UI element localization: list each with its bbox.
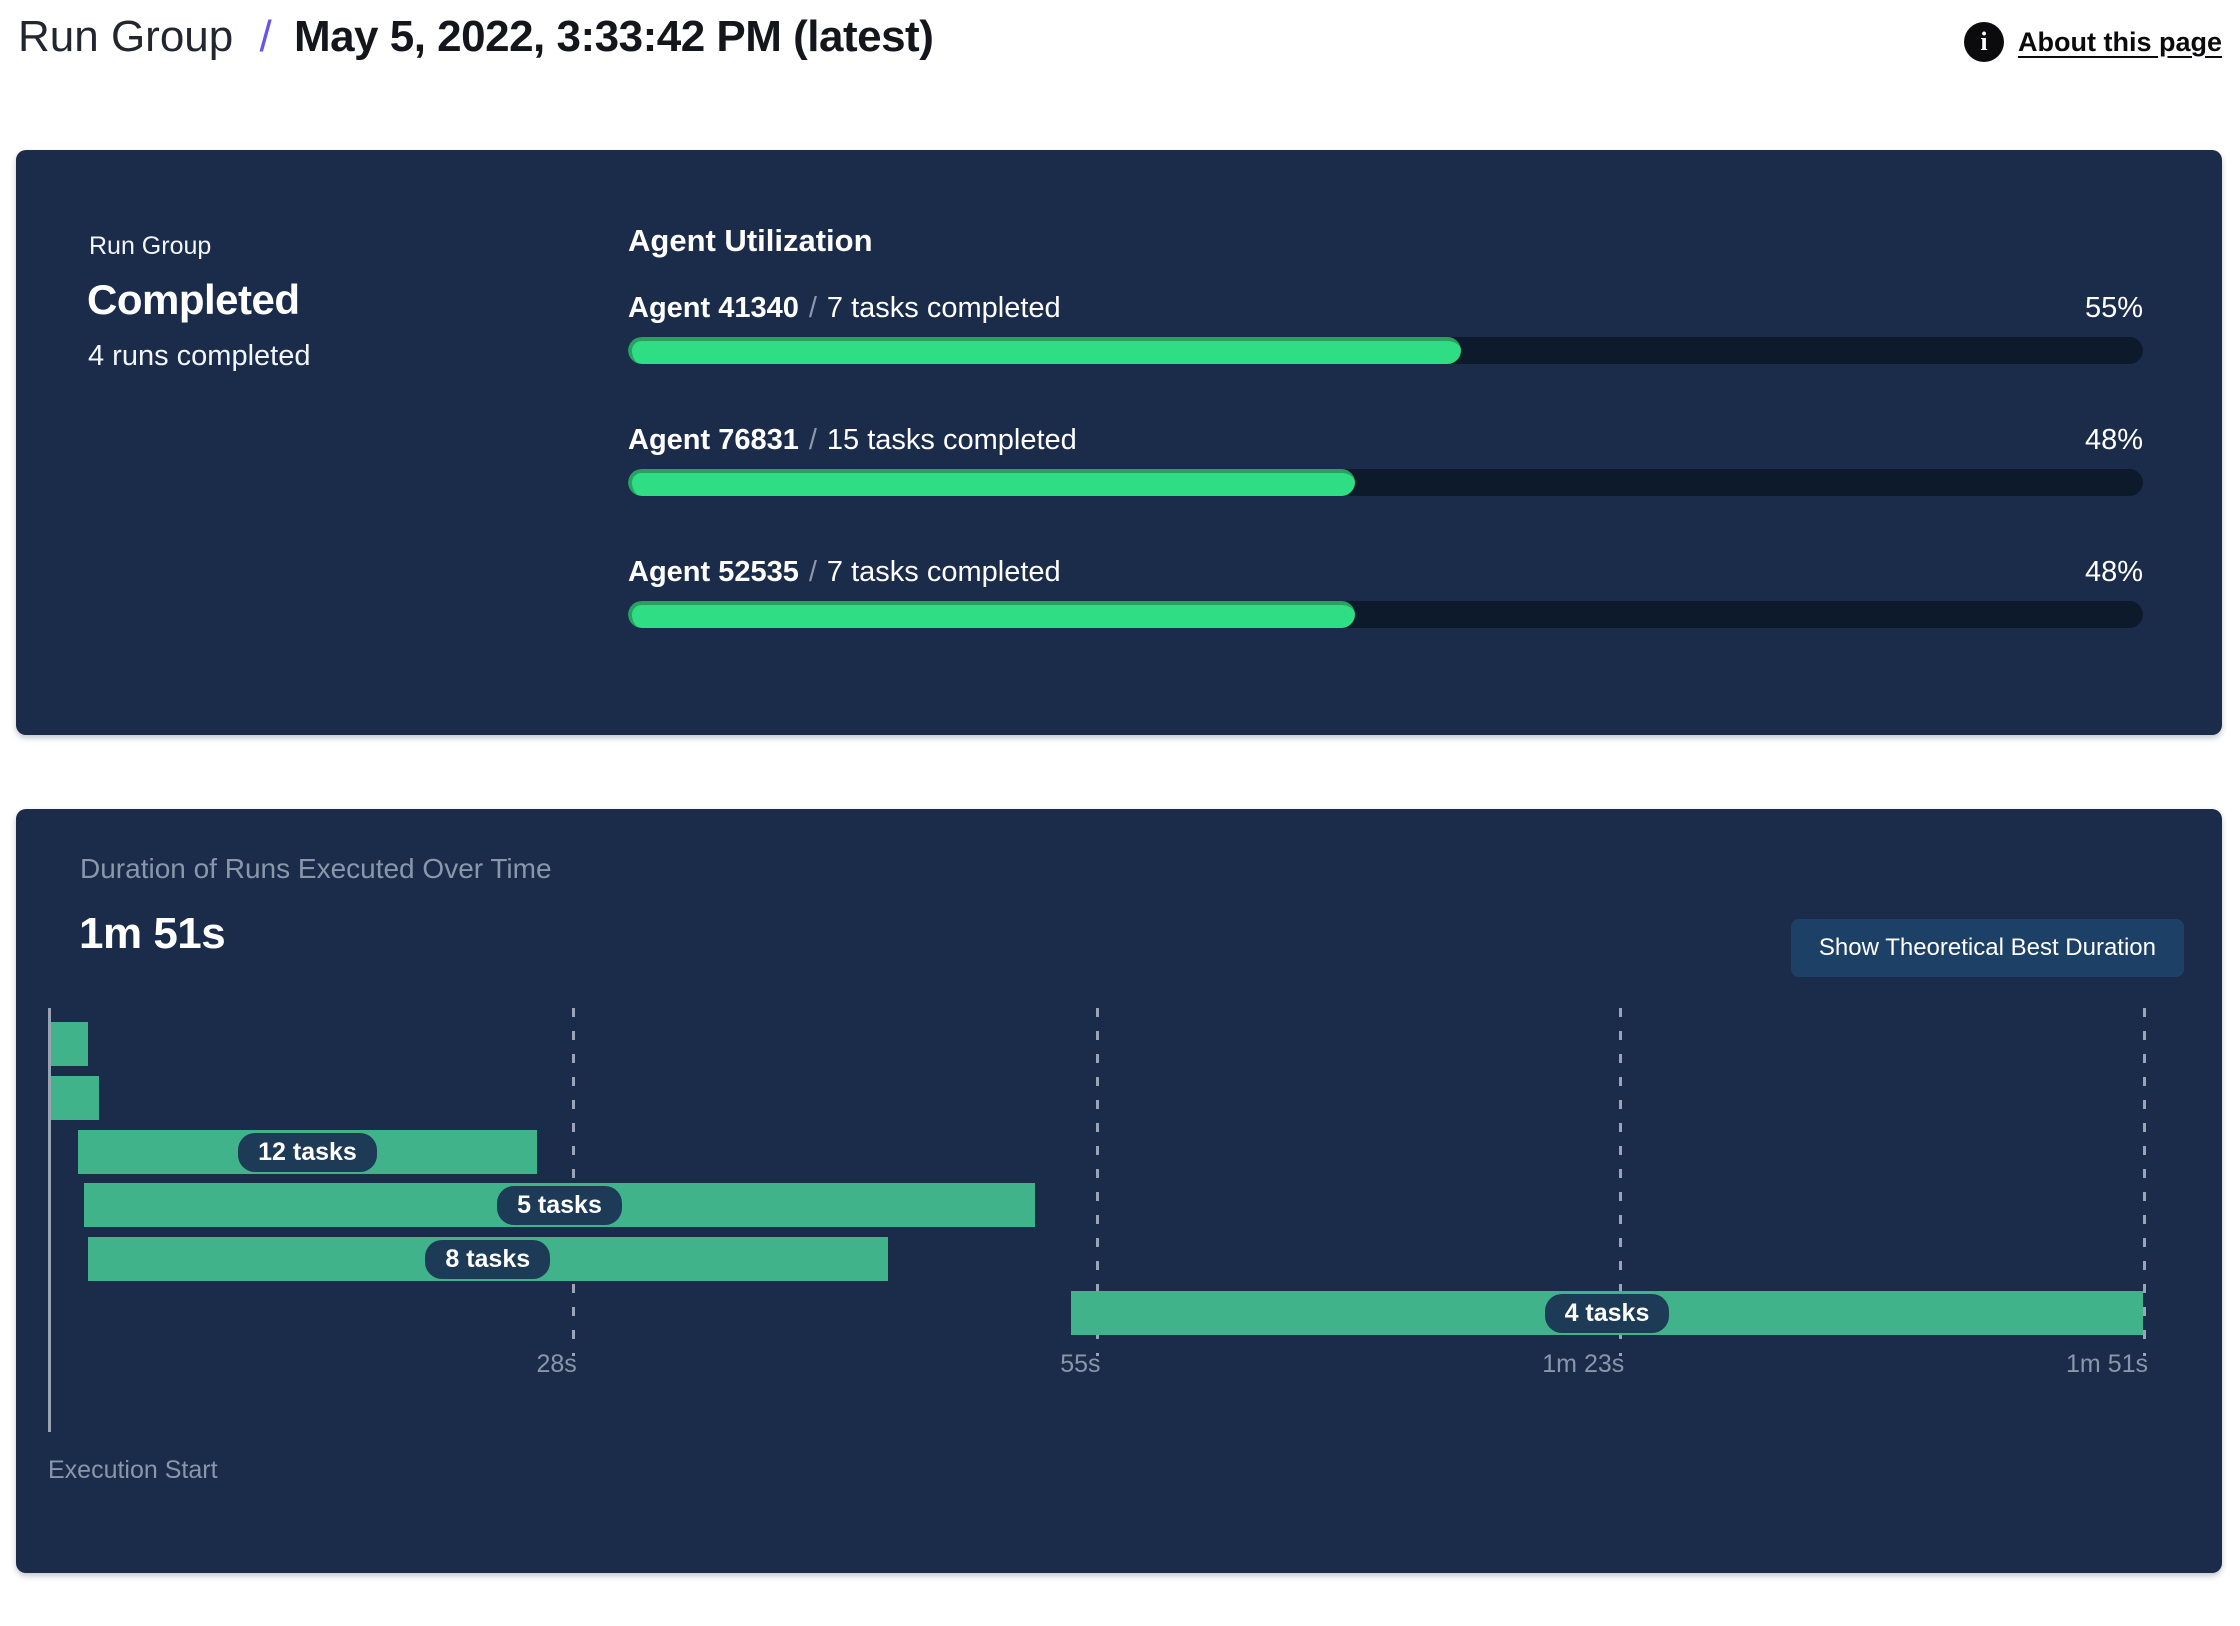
runs-completed-count: 4 runs completed: [88, 340, 311, 372]
agent-separator: /: [808, 556, 817, 588]
agent-utilization-fill: [628, 601, 1356, 628]
agent-utilization-percent: 55%: [2084, 292, 2143, 324]
agent-tasks-completed: 7 tasks completed: [826, 292, 1061, 324]
agent-row-text: Agent 52535 / 7 tasks completed 48%: [628, 556, 2143, 589]
run-duration-bar[interactable]: 4 tasks: [1070, 1291, 2143, 1335]
agent-name: Agent 52535: [628, 556, 799, 588]
page-header: Run Group / May 5, 2022, 3:33:42 PM (lat…: [18, 8, 2222, 78]
time-gridline: [571, 1008, 575, 1356]
agent-utilization-track: [628, 337, 2143, 364]
run-group-status: Completed: [87, 276, 300, 323]
agent-utilization-fill: [628, 469, 1356, 496]
agent-utilization-track: [628, 601, 2143, 628]
gantt-chart-area: Execution Start 28s 55s 1m 23s 1m 51s 12 tas…: [48, 1008, 2148, 1484]
execution-start-axis-line: [48, 1008, 51, 1432]
info-icon: i: [1964, 22, 2004, 62]
agent-utilization-row: Agent 52535 / 7 tasks completed 48%: [628, 556, 2143, 628]
run-duration-bar[interactable]: [48, 1022, 88, 1066]
agent-utilization-row: Agent 76831 / 15 tasks completed 48%: [628, 424, 2143, 496]
total-duration-value: 1m 51s: [79, 909, 226, 958]
run-task-count-pill: 12 tasks: [238, 1132, 377, 1172]
time-axis-label: 55s: [1060, 1350, 1101, 1378]
agent-tasks-completed: 15 tasks completed: [826, 424, 1077, 456]
breadcrumb-run-group[interactable]: Run Group: [18, 12, 234, 61]
duration-chart-title: Duration of Runs Executed Over Time: [80, 853, 552, 884]
agent-rows: Agent 41340 / 7 tasks completed 55% Agent 76…: [628, 292, 2143, 688]
agent-name: Agent 41340: [628, 292, 799, 324]
agent-utilization-row: Agent 41340 / 7 tasks completed 55%: [628, 292, 2143, 364]
run-duration-bar[interactable]: [48, 1076, 99, 1120]
run-duration-bar[interactable]: 8 tasks: [87, 1237, 888, 1281]
agent-tasks-completed: 7 tasks completed: [826, 556, 1061, 588]
breadcrumb-separator: /: [259, 12, 272, 61]
run-group-summary-panel: Run Group Completed 4 runs completed Age…: [16, 150, 2222, 735]
execution-start-label: Execution Start: [48, 1456, 218, 1484]
time-gridline: [2143, 1008, 2146, 1356]
agent-separator: /: [808, 292, 817, 324]
agent-row-text: Agent 41340 / 7 tasks completed 55%: [628, 292, 2143, 325]
run-task-count-pill: 4 tasks: [1544, 1293, 1670, 1333]
time-gridline: [1619, 1008, 1623, 1356]
agent-separator: /: [808, 424, 817, 456]
run-task-count-pill: 8 tasks: [425, 1239, 551, 1279]
breadcrumb: Run Group / May 5, 2022, 3:33:42 PM (lat…: [18, 12, 934, 62]
about-this-page[interactable]: i About this page: [1964, 22, 2222, 62]
page-title: May 5, 2022, 3:33:42 PM (latest): [293, 12, 934, 61]
agent-utilization-track: [628, 469, 2143, 496]
agent-utilization-percent: 48%: [2084, 556, 2143, 588]
run-duration-bar[interactable]: 12 tasks: [78, 1130, 537, 1174]
duration-panel: Duration of Runs Executed Over Time 1m 5…: [16, 809, 2222, 1573]
agent-utilization-percent: 48%: [2084, 424, 2143, 456]
agent-name: Agent 76831: [628, 424, 799, 456]
time-gridline: [1095, 1008, 1099, 1356]
agent-utilization-fill: [628, 337, 1462, 364]
time-axis-label: 28s: [536, 1350, 577, 1378]
about-this-page-link[interactable]: About this page: [2018, 26, 2222, 57]
run-duration-bar[interactable]: 5 tasks: [83, 1183, 1036, 1227]
time-axis-label: 1m 51s: [2066, 1350, 2148, 1378]
agent-row-text: Agent 76831 / 15 tasks completed 48%: [628, 424, 2143, 457]
agent-utilization-heading: Agent Utilization: [628, 223, 873, 258]
run-task-count-pill: 5 tasks: [497, 1185, 622, 1225]
show-theoretical-best-duration-button[interactable]: Show Theoretical Best Duration: [1790, 919, 2184, 977]
time-axis-label: 1m 23s: [1542, 1350, 1625, 1378]
run-group-label: Run Group: [89, 232, 212, 260]
